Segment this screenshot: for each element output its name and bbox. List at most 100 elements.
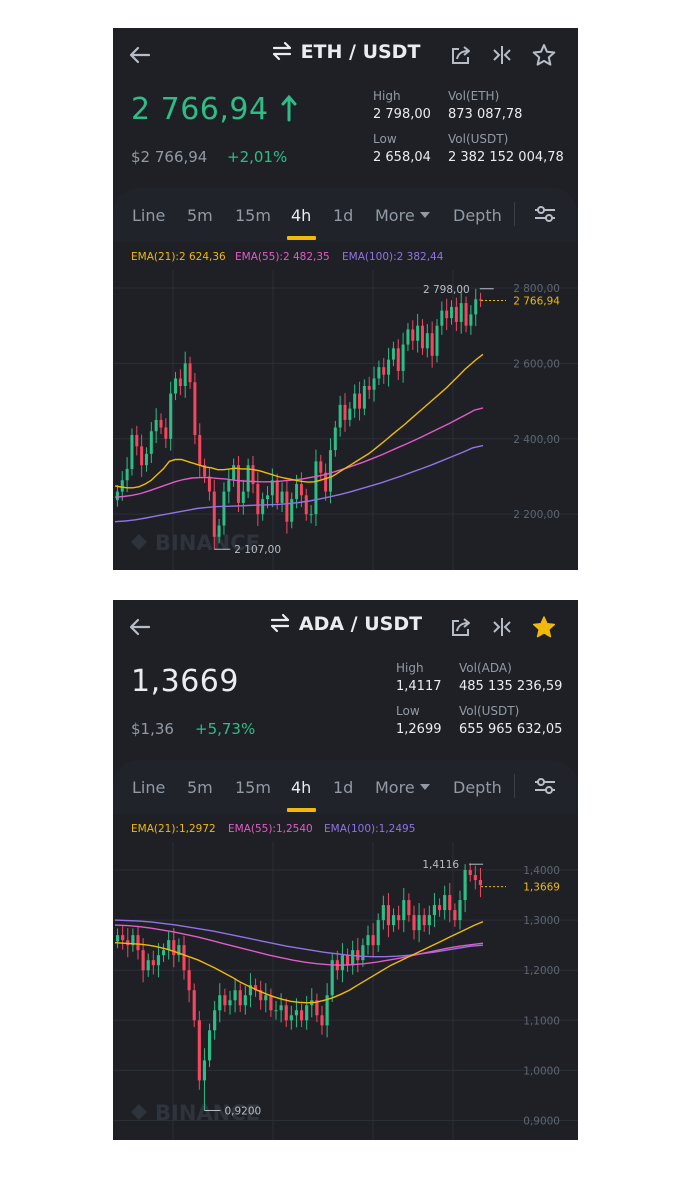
swap-icon[interactable] [271,41,293,61]
tab-more[interactable]: More [375,206,430,225]
arrow-left-icon[interactable] [127,614,153,640]
candle-body [440,310,444,326]
price-change: +2,01% [227,148,288,166]
candle-body [269,995,273,1011]
tab-1d[interactable]: 1d [333,206,354,225]
candle-body [126,940,130,946]
y-axis-tick-label: 1,0000 [523,1065,560,1077]
tab-15m[interactable]: 15m [235,206,271,225]
vol-quote-value: 2 382 152 004,78 [448,150,564,165]
last-price: 2 766,94 [131,92,297,127]
ema21-label: EMA(21):2 624,36 [131,251,226,263]
tab-depth[interactable]: Depth [453,206,502,225]
candle-body [218,995,222,1011]
caret-down-icon [419,212,430,218]
share-icon[interactable] [448,42,474,68]
tab-15m[interactable]: 15m [235,778,271,797]
candle-body [266,495,270,500]
candle-body [427,915,431,926]
watermark-text: BINANCE [155,1101,260,1125]
candle-body [382,367,386,375]
low-value: 1,2699 [396,722,442,737]
tab-line[interactable]: Line [132,206,166,225]
settings-sliders-icon[interactable] [533,203,557,225]
arrow-left-icon[interactable] [127,42,153,68]
tab-1d[interactable]: 1d [333,778,354,797]
interval-tabs: Line 5m 15m 4h 1d More Depth [113,188,578,242]
tab-more[interactable]: More [375,778,430,797]
share-icon[interactable] [448,614,474,640]
min-price-label: 2 107,00 [234,544,281,556]
candle-body [430,333,434,356]
pair-title[interactable]: ADA / USDT [113,613,578,635]
candle-body [212,491,216,537]
candle-body [154,419,158,432]
y-axis-tick-label: 1,3000 [523,915,560,927]
candle-body [473,875,477,881]
candle-body [458,900,462,921]
candle-body [315,1000,319,1016]
candle-body [338,404,342,428]
vol-quote-label: Vol(USDT) [459,704,520,718]
candle-body [217,525,221,537]
current-price-label: 1,3669 [523,882,560,894]
candle-body [270,480,274,496]
tab-4h[interactable]: 4h [291,206,312,225]
star-icon[interactable] [531,42,557,68]
candle-body [474,299,478,315]
vol-quote-value: 655 965 632,05 [459,722,563,737]
y-axis-tick-label: 1,4000 [523,865,560,877]
min-price-label: 0,9200 [224,1105,261,1117]
candle-body [320,1015,324,1026]
candle-body [149,431,153,454]
candle-body [140,446,144,466]
tab-line[interactable]: Line [132,778,166,797]
tab-divider [514,774,515,798]
high-label: High [396,661,424,675]
candle-body [299,484,303,496]
candle-body [328,450,332,492]
vol-quote-label: Vol(USDT) [448,132,509,146]
candle-body [151,960,155,966]
compare-icon[interactable] [489,614,515,640]
candle-body [376,920,380,946]
candle-body [304,495,308,515]
pair-title[interactable]: ETH / USDT [113,41,578,63]
candle-body [358,393,362,409]
candle-body [120,480,124,492]
candle-body [223,995,227,1006]
candle-body [248,985,253,996]
candle-body [420,325,424,349]
candle-body [193,382,197,436]
tab-5m[interactable]: 5m [187,778,213,797]
fiat-price: $2 766,94 [131,148,208,166]
y-axis-tick-label: 2 600,00 [513,358,560,370]
candle-body [402,900,406,921]
settings-sliders-icon[interactable] [533,775,557,797]
candle-body [295,484,299,500]
ema55-line [114,924,484,966]
ema21-label: EMA(21):1,2972 [131,823,216,835]
candle-body [284,1005,288,1021]
tab-5m[interactable]: 5m [187,206,213,225]
eth-candlestick-chart[interactable]: 2 800,002 600,002 400,002 200,00BINANCE2… [113,270,578,570]
tab-4h[interactable]: 4h [291,778,312,797]
candle-body [348,408,352,420]
compare-icon[interactable] [489,42,515,68]
ada-candlestick-chart[interactable]: 1,4000 1,3000 1,2000 1,1000 1,0000 0,9000 BINA… [113,842,578,1140]
swap-icon[interactable] [269,613,291,633]
candle-body [253,985,258,991]
y-axis-tick-label: 2 200,00 [513,509,560,521]
tab-depth[interactable]: Depth [453,778,502,797]
candle-body [437,905,442,911]
candle-body [416,325,420,341]
star-icon[interactable] [531,614,557,640]
interval-tabs: Line 5m 15m 4h 1d More Depth [113,760,578,814]
eth-trading-card: ETH / USDT 2 766,94 $2 766,94 +2,01% Hig… [113,28,578,570]
pair-label: ETH / USDT [300,41,421,63]
candle-body [167,940,171,951]
candle-body [232,465,236,481]
top-bar: ADA / USDT [113,600,578,656]
low-label: Low [373,132,397,146]
candle-body [290,499,294,522]
